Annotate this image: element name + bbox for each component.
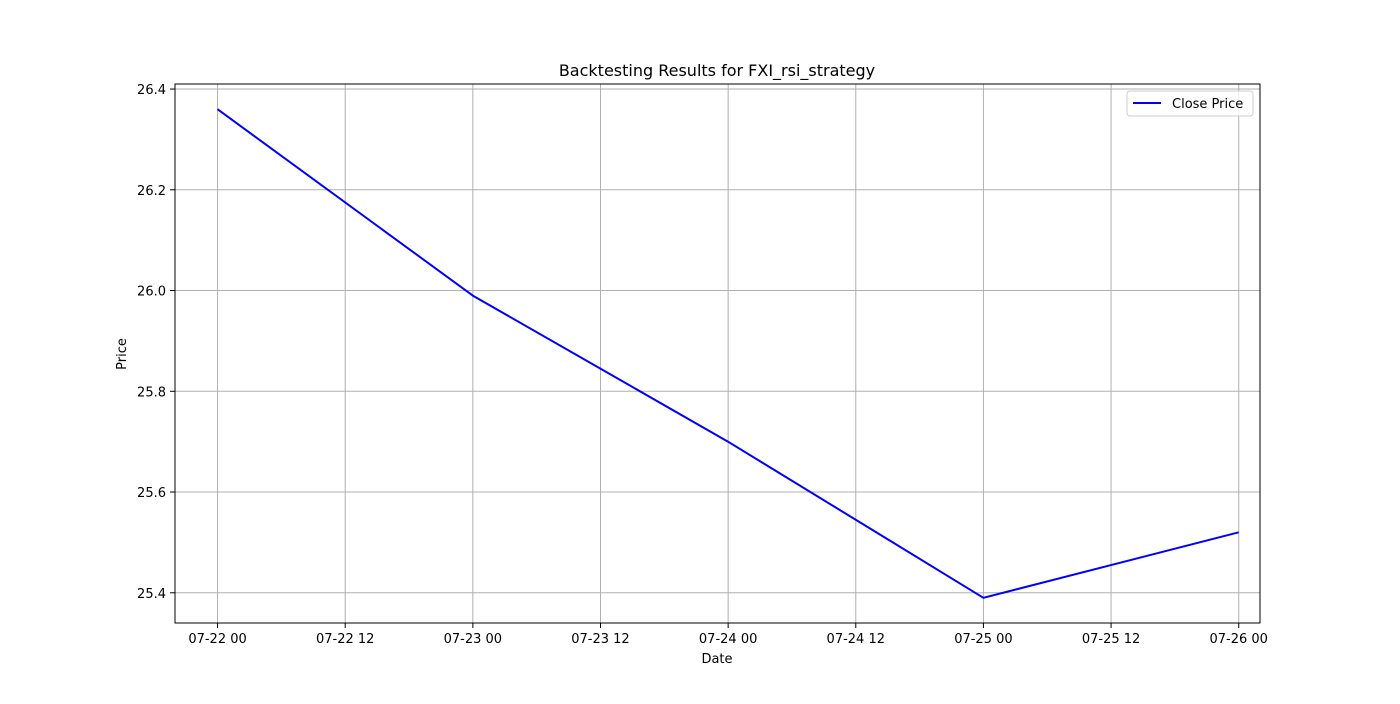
x-tick-label: 07-25 00 xyxy=(954,632,1012,647)
y-tick-label: 25.8 xyxy=(137,385,166,400)
y-tick-label: 26.2 xyxy=(137,184,166,199)
x-tick-label: 07-26 00 xyxy=(1209,632,1267,647)
plot-frame xyxy=(174,83,1261,624)
y-tick-label: 26.4 xyxy=(137,83,166,98)
x-tick-label: 07-22 12 xyxy=(316,632,374,647)
x-tick-label: 07-24 00 xyxy=(699,632,757,647)
x-axis-label: Date xyxy=(701,652,732,667)
legend-box xyxy=(1126,90,1254,117)
grid-lines xyxy=(175,84,1260,623)
x-tick-label: 07-25 12 xyxy=(1082,632,1140,647)
x-tick-label: 07-22 00 xyxy=(188,632,246,647)
x-tick-label: 07-23 00 xyxy=(444,632,502,647)
y-tick-label: 25.6 xyxy=(137,486,166,501)
y-tick-label: 25.4 xyxy=(137,587,166,602)
series-layer xyxy=(216,108,1239,599)
chart-title: Backtesting Results for FXI_rsi_strategy xyxy=(559,61,875,81)
x-tick-label: 07-24 12 xyxy=(827,632,885,647)
series-line-close-price xyxy=(216,108,1239,599)
y-tick-label: 26.0 xyxy=(137,285,166,300)
legend: Close Price xyxy=(1126,90,1254,117)
legend-label-close-price: Close Price xyxy=(1172,97,1243,112)
axis-ticks: 07-22 00 07-22 12 07-23 00 07-23 12 07-24 00… xyxy=(137,83,1268,647)
y-axis-label: Price xyxy=(115,338,130,370)
x-tick-label: 07-23 12 xyxy=(571,632,629,647)
